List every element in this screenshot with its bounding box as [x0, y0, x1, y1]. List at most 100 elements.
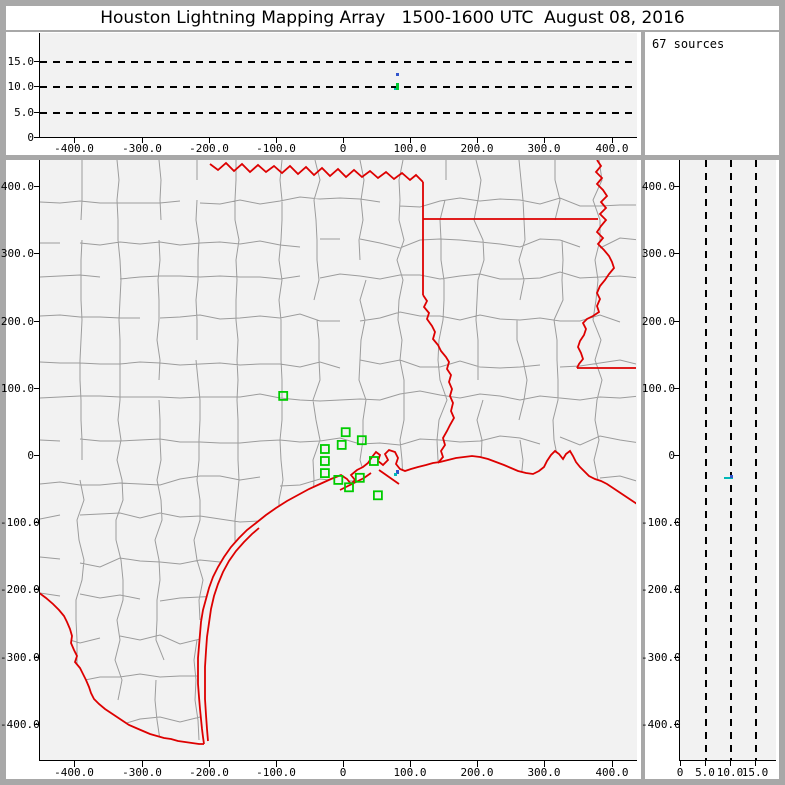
axis-tick [276, 138, 277, 143]
top-panel-ew-label: 300.0 [527, 142, 561, 155]
lma-station-marker [319, 444, 330, 454]
map-ns-label: 100.0 [0, 382, 34, 395]
right-panel-alt-label: 10.0 [716, 766, 744, 779]
right-panel-ns-label: -400.0 [641, 718, 681, 731]
axis-tick [674, 455, 680, 456]
title-bar: Houston Lightning Mapping Array 1500-160… [6, 6, 779, 30]
axis-tick [612, 761, 613, 767]
axis-tick [477, 138, 478, 143]
axis-tick [343, 761, 344, 767]
sources-count-label: 67 sources [652, 37, 725, 51]
axis-tick [410, 138, 411, 143]
axis-tick [674, 253, 680, 254]
axis-tick [674, 186, 680, 187]
axis-tick [34, 137, 40, 138]
axis-tick [612, 138, 613, 143]
map-ns-label: 400.0 [0, 180, 34, 193]
map-ew-label: 200.0 [460, 766, 494, 779]
right-panel-ns-label: 400.0 [641, 180, 675, 193]
sabine-river-border [422, 294, 456, 464]
axis-tick [477, 761, 478, 767]
plan-view-map[interactable] [40, 160, 636, 760]
lightning-source-points [394, 88, 396, 90]
altitude-gridline [730, 160, 732, 760]
axis-tick [674, 589, 680, 590]
altitude-gridline [40, 112, 636, 114]
axis-tick [34, 589, 40, 590]
top-panel-alt-label: 5.0 [14, 106, 34, 119]
axis-tick [34, 724, 40, 725]
right-panel-ns-label: -100.0 [641, 516, 681, 529]
lma-station-marker [356, 435, 367, 446]
rio-grande-border [40, 592, 204, 745]
right-panel-alt-label: 5.0 [695, 766, 715, 779]
bolivar-peninsula-border [378, 469, 400, 485]
axis-tick [544, 138, 545, 143]
axis-tick [34, 522, 40, 523]
axis-tick [34, 657, 40, 658]
map-ns-label: 200.0 [0, 315, 34, 328]
top-panel-ew-label: -400.0 [54, 142, 94, 155]
top-panel-ew-label: -300.0 [122, 142, 162, 155]
axis-tick [209, 761, 210, 767]
lma-station-marker [333, 474, 344, 485]
map-ns-label: -100.0 [0, 516, 40, 529]
axis-tick [674, 321, 680, 322]
lightning-source-points [394, 473, 397, 476]
map-ew-label: -100.0 [256, 766, 296, 779]
right-panel-ns-label: 100.0 [641, 382, 675, 395]
altitude-gridline [40, 61, 636, 63]
axis-tick [34, 253, 40, 254]
map-ew-label: 400.0 [595, 766, 629, 779]
ew-altitude-plot[interactable] [39, 33, 637, 138]
right-panel-ns-label: 200.0 [641, 315, 675, 328]
ns-altitude-plot[interactable] [679, 160, 776, 761]
top-panel-ew-label: -200.0 [189, 142, 229, 155]
top-panel-alt-label: 0 [27, 131, 34, 144]
mississippi-river-border [576, 160, 616, 369]
axis-tick [142, 138, 143, 143]
map-ns-label: 300.0 [0, 247, 34, 260]
right-panel-alt-label: 15.0 [741, 766, 769, 779]
plan-view-map-plot[interactable] [39, 160, 637, 761]
axis-tick [34, 388, 40, 389]
right-panel-ns-label: -200.0 [641, 583, 681, 596]
map-ew-label: 100.0 [393, 766, 427, 779]
top-panel-ew-label: 200.0 [460, 142, 494, 155]
axis-tick [34, 186, 40, 187]
lma-station-marker [319, 456, 330, 466]
axis-tick [410, 761, 411, 767]
lma-station-marker [336, 439, 347, 450]
lightning-source-points [396, 73, 399, 76]
right-panel-ns-label: 0 [668, 449, 675, 462]
map-ns-label: 0 [27, 449, 34, 462]
lma-station-marker [368, 456, 379, 466]
axis-tick [680, 761, 681, 766]
axis-tick [34, 112, 40, 113]
axis-tick [34, 455, 40, 456]
top-panel-ew-label: -100.0 [256, 142, 296, 155]
altitude-gridline [705, 160, 707, 760]
axis-tick [74, 138, 75, 143]
top-panel-ew-label: 400.0 [595, 142, 629, 155]
map-ew-label: -300.0 [122, 766, 162, 779]
axis-tick [343, 138, 344, 143]
top-panel-alt-label: 15.0 [7, 55, 35, 68]
axis-tick [142, 761, 143, 767]
padre-island-border [204, 527, 260, 742]
map-ew-label: -200.0 [189, 766, 229, 779]
lightning-source-points [396, 83, 399, 90]
lightning-source-points [730, 475, 733, 478]
gulf-coast-border [197, 448, 636, 745]
axis-tick [674, 388, 680, 389]
axis-tick [544, 761, 545, 767]
axis-tick [74, 761, 75, 767]
lightning-source-points [724, 477, 733, 479]
lma-station-marker [344, 482, 354, 493]
lma-station-marker [319, 468, 330, 479]
axis-tick [34, 61, 40, 62]
axis-tick [276, 761, 277, 767]
map-ew-label: -400.0 [54, 766, 94, 779]
axis-tick [755, 761, 756, 766]
